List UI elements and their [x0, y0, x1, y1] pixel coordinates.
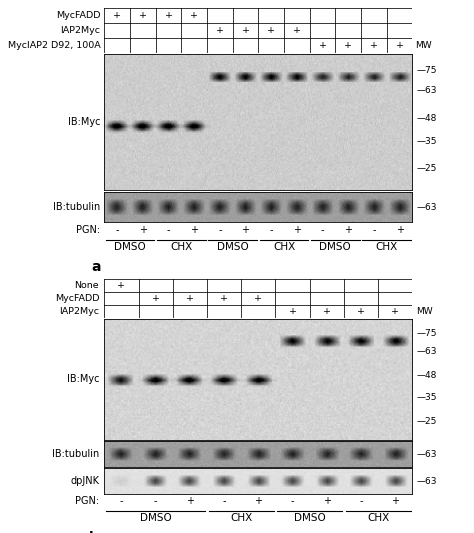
Text: IB:Myc: IB:Myc — [67, 374, 99, 384]
Text: DMSO: DMSO — [217, 243, 248, 253]
Text: —25: —25 — [416, 417, 437, 426]
Text: MW: MW — [417, 306, 433, 316]
Text: PGN:: PGN: — [76, 225, 100, 235]
Text: b: b — [89, 531, 99, 533]
Text: —48: —48 — [416, 114, 437, 123]
Text: —25: —25 — [416, 164, 437, 173]
Text: —63: —63 — [416, 347, 437, 356]
Text: PGN:: PGN: — [75, 496, 99, 506]
Text: +: + — [293, 225, 301, 235]
Text: —48: —48 — [416, 372, 437, 380]
Text: CHX: CHX — [170, 243, 192, 253]
Text: +: + — [391, 306, 399, 316]
Text: None: None — [74, 281, 99, 290]
Text: CHX: CHX — [375, 243, 398, 253]
Text: +: + — [190, 225, 198, 235]
Text: +: + — [186, 294, 194, 303]
Text: CHX: CHX — [367, 513, 389, 523]
Text: DMSO: DMSO — [319, 243, 351, 253]
Text: -: - — [115, 225, 119, 235]
Text: +: + — [289, 306, 297, 316]
Text: +: + — [186, 496, 194, 506]
Text: —35: —35 — [416, 137, 437, 146]
Text: +: + — [190, 11, 198, 20]
Text: IB:tubulin: IB:tubulin — [52, 449, 99, 459]
Text: -: - — [321, 225, 324, 235]
Text: +: + — [391, 496, 399, 506]
Text: +: + — [357, 306, 365, 316]
Text: -: - — [291, 496, 294, 506]
Text: +: + — [344, 41, 352, 50]
Text: DMSO: DMSO — [140, 513, 172, 523]
Text: +: + — [216, 26, 224, 35]
Text: —63: —63 — [416, 477, 437, 486]
Text: —63: —63 — [416, 86, 437, 95]
Text: +: + — [319, 41, 327, 50]
Text: IB:Myc: IB:Myc — [68, 117, 100, 127]
Text: +: + — [113, 11, 121, 20]
Text: DMSO: DMSO — [114, 243, 146, 253]
Text: -: - — [154, 496, 157, 506]
Text: +: + — [323, 306, 331, 316]
Text: +: + — [344, 225, 352, 235]
Text: +: + — [241, 26, 249, 35]
Text: +: + — [255, 496, 262, 506]
Text: IAP2Myc: IAP2Myc — [60, 26, 100, 35]
Text: +: + — [395, 41, 403, 50]
Text: MycFADD: MycFADD — [55, 294, 99, 303]
Text: +: + — [139, 11, 147, 20]
Text: —63: —63 — [416, 449, 437, 458]
Text: —63: —63 — [416, 203, 437, 212]
Text: CHX: CHX — [230, 513, 252, 523]
Text: MW: MW — [415, 41, 432, 50]
Text: IAP2Myc: IAP2Myc — [59, 306, 99, 316]
Text: +: + — [220, 294, 228, 303]
Text: +: + — [395, 225, 403, 235]
Text: -: - — [218, 225, 221, 235]
Text: +: + — [152, 294, 160, 303]
Text: +: + — [164, 11, 173, 20]
Text: -: - — [167, 225, 170, 235]
Text: CHX: CHX — [273, 243, 295, 253]
Text: -: - — [119, 496, 123, 506]
Text: -: - — [359, 496, 363, 506]
Text: DMSO: DMSO — [294, 513, 326, 523]
Text: MycFADD: MycFADD — [56, 11, 100, 20]
Text: +: + — [370, 41, 378, 50]
Text: a: a — [91, 260, 100, 274]
Text: +: + — [267, 26, 275, 35]
Text: +: + — [118, 281, 126, 290]
Text: —75: —75 — [416, 329, 437, 338]
Text: IB:tubulin: IB:tubulin — [53, 202, 100, 212]
Text: +: + — [323, 496, 331, 506]
Text: -: - — [222, 496, 226, 506]
Text: +: + — [241, 225, 249, 235]
Text: -: - — [269, 225, 273, 235]
Text: +: + — [139, 225, 147, 235]
Text: —75: —75 — [416, 66, 437, 75]
Text: +: + — [293, 26, 301, 35]
Text: dpJNK: dpJNK — [70, 476, 99, 486]
Text: -: - — [372, 225, 375, 235]
Text: MycIAP2 D92, 100A: MycIAP2 D92, 100A — [8, 41, 100, 50]
Text: +: + — [255, 294, 262, 303]
Text: —35: —35 — [416, 393, 437, 402]
